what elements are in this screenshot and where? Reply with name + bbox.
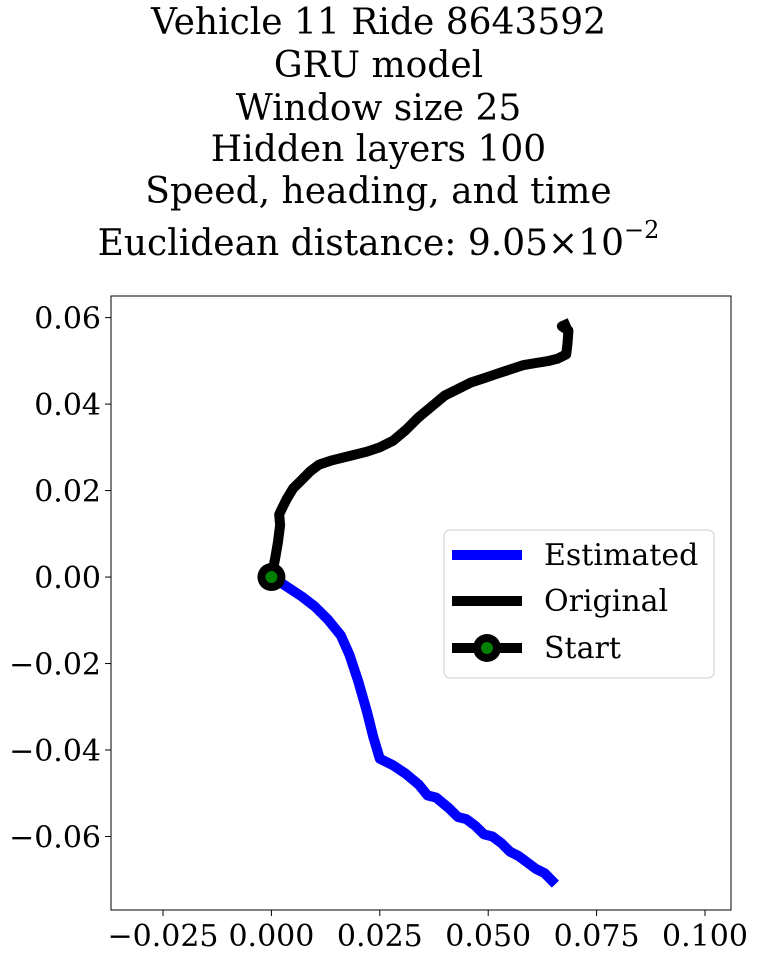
distance-times: × [548, 223, 579, 264]
x-tick-label: 0.050 [445, 919, 531, 954]
y-tick-label: 0.02 [34, 475, 101, 510]
x-tick-label: 0.000 [228, 919, 314, 954]
title-line-distance: Euclidean distance: 9.05×10−2 [0, 214, 757, 264]
plot-frame [110, 295, 732, 911]
legend-label-start: Start [544, 631, 621, 666]
legend-label-original: Original [544, 584, 668, 619]
title-line-hidden: Hidden layers 100 [210, 129, 547, 170]
y-tick-label: −0.02 [9, 648, 101, 683]
distance-exponent: −2 [624, 216, 660, 244]
title-line-model: GRU model [273, 45, 484, 86]
legend-start-marker-inner [481, 642, 493, 654]
y-tick-label: 0.06 [34, 302, 101, 337]
series-line-original [266, 318, 574, 579]
y-axis: 0.06 0.04 0.02 0.00 −0.02 −0.04 −0.06 [9, 302, 111, 855]
x-tick-label: 0.075 [554, 919, 640, 954]
x-tick-label: 0.025 [337, 919, 423, 954]
distance-mantissa: 9.05 [467, 223, 549, 264]
start-marker-inner [265, 571, 278, 584]
plot-area [257, 318, 574, 888]
y-tick-label: −0.06 [9, 820, 101, 855]
title-line-features: Speed, heading, and time [145, 171, 612, 212]
legend-box [443, 529, 715, 679]
distance-base: 10 [578, 223, 625, 264]
x-tick-label: −0.025 [108, 919, 219, 954]
y-tick-label: −0.04 [9, 734, 101, 769]
title-line-vehicle: Vehicle 11 Ride 8643592 [150, 2, 607, 43]
title-line-window: Window size 25 [235, 88, 522, 129]
x-tick-label: 0.100 [662, 919, 748, 954]
series-line-estimated [268, 572, 559, 888]
legend-label-estimated: Estimated [544, 538, 698, 573]
y-tick-label: 0.00 [34, 561, 101, 596]
distance-prefix: Euclidean distance: [97, 223, 468, 264]
x-axis: −0.025 0.000 0.025 0.050 0.075 0.100 [108, 910, 748, 954]
y-tick-label: 0.04 [34, 388, 101, 423]
legend: Estimated Original Start [443, 529, 715, 679]
